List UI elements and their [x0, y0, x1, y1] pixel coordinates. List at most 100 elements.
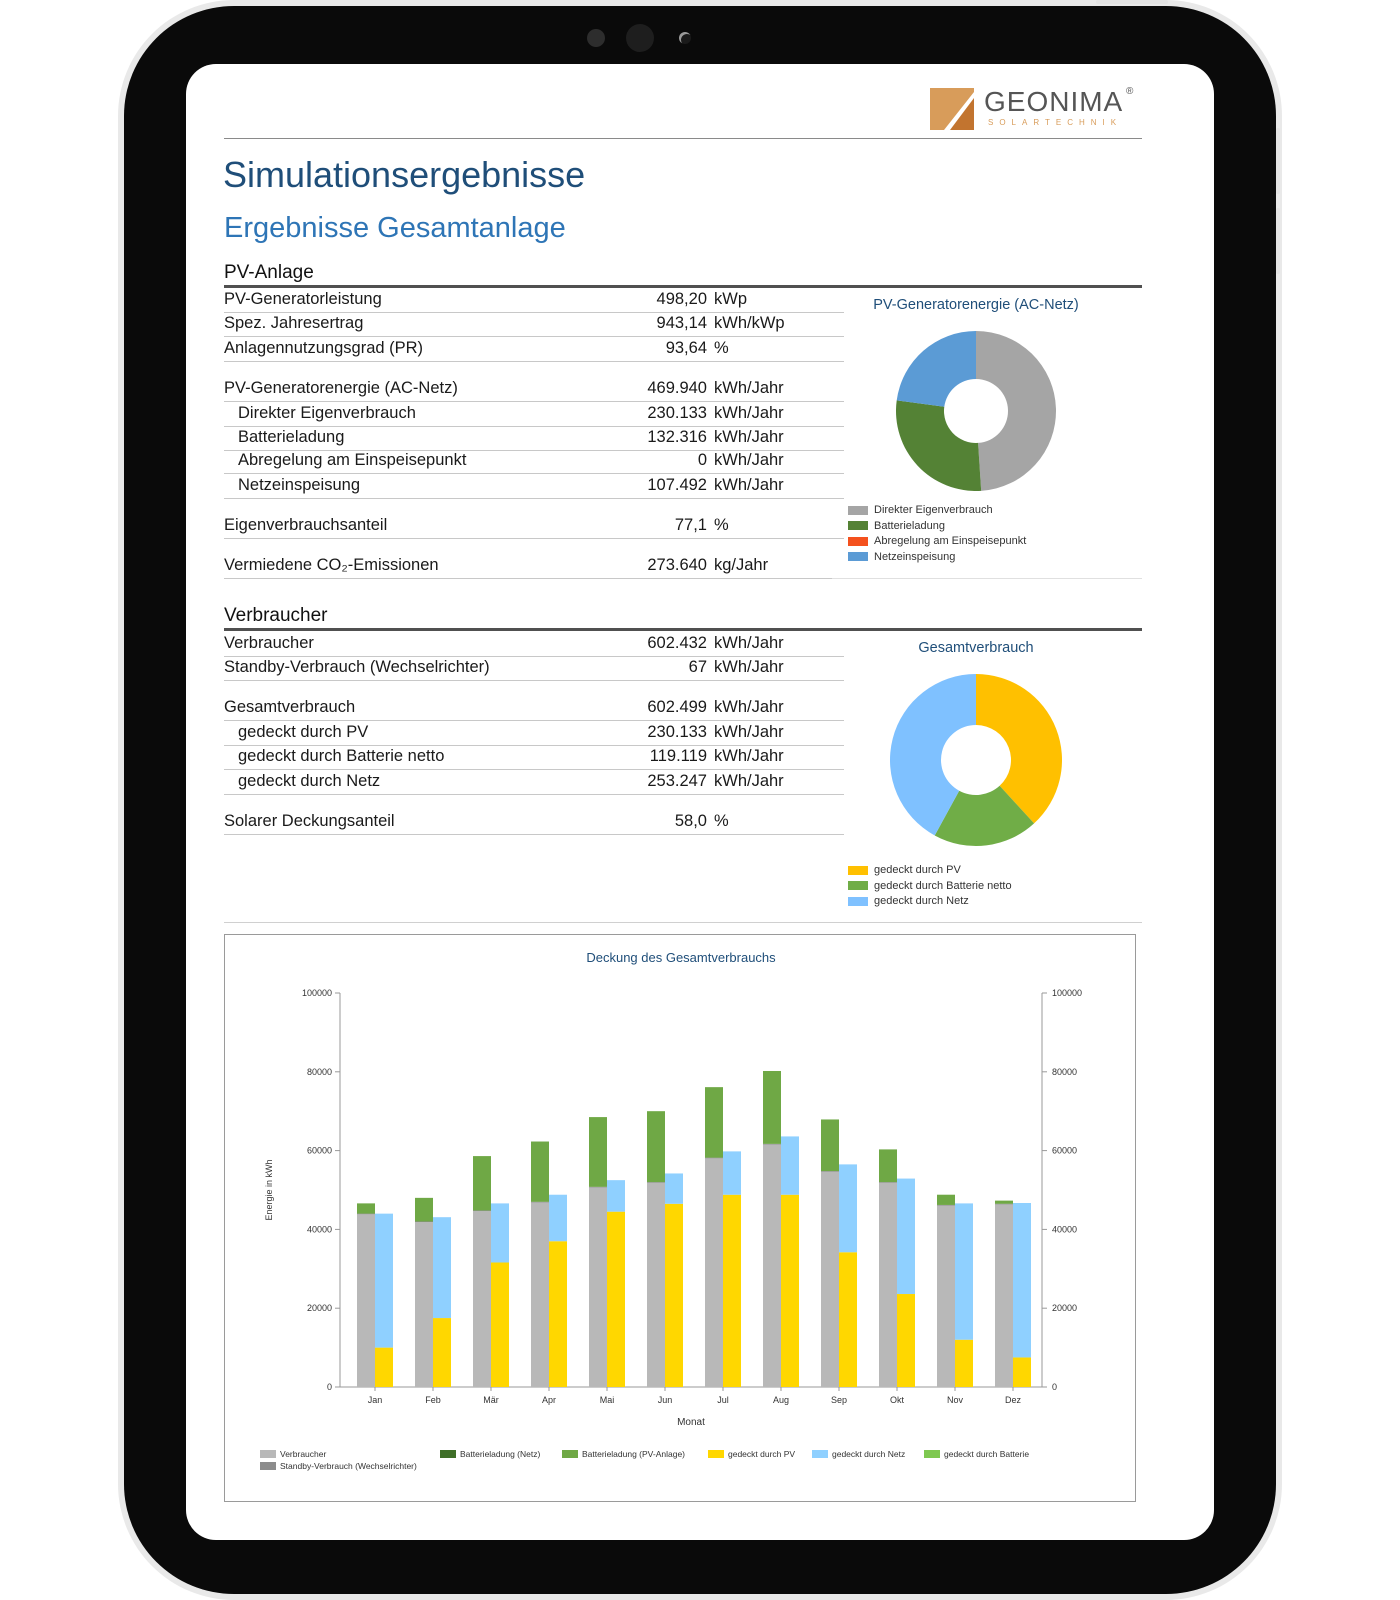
document-page: GEONIMA ® SOLARTECHNIK Simulationsergebn… [186, 64, 1214, 1540]
camera-dot-left [587, 29, 605, 47]
verbraucher-row-value: 67 [688, 658, 707, 676]
pv-row: Netzeinspeisung 107.492 kWh/Jahr [224, 474, 844, 499]
side-button-volume-up [1276, 128, 1280, 194]
verbraucher-row-value: 58,0 [674, 812, 707, 830]
pv-pie-legend-swatch [848, 536, 868, 546]
bar-segment [821, 1171, 839, 1387]
pv-row-unit: kWh/Jahr [714, 404, 784, 422]
bar-legend-label: Batterieladung (Netz) [460, 1449, 540, 1459]
bar-segment [1013, 1357, 1031, 1387]
side-button-volume-down [1276, 208, 1280, 274]
y-axis-label: Energie in kWh [264, 1159, 274, 1220]
x-tick-label: Jun [658, 1395, 673, 1405]
camera-lens [626, 24, 654, 52]
bar-legend-swatch [562, 1450, 578, 1458]
pv-row: PV-Generatorleistung 498,20 kWp [224, 288, 844, 313]
bar-legend-label: Standby-Verbrauch (Wechselrichter) [280, 1461, 417, 1471]
bar-segment [781, 1136, 799, 1195]
pv-row-label: Netzeinspeisung [238, 476, 360, 494]
pv-row-label: PV-Generatorenergie (AC-Netz) [224, 379, 458, 397]
verbraucher-row-label: Solarer Deckungsanteil [224, 812, 395, 830]
pv-pie-legend-label: Netzeinspeisung [874, 550, 956, 563]
verbraucher-row-label: Gesamtverbrauch [224, 698, 356, 716]
pv-row: Direkter Eigenverbrauch 230.133 kWh/Jahr [224, 402, 844, 427]
bar-segment [647, 1182, 665, 1387]
pv-row-divider [224, 538, 844, 539]
verbrauch-pie-legend-swatch [848, 896, 868, 906]
bar-segment [491, 1203, 509, 1263]
bar-segment [937, 1204, 955, 1206]
pv-row-divider [224, 473, 844, 474]
bar-segment [955, 1203, 973, 1340]
verbraucher-row-divider [224, 745, 844, 746]
section-divider [224, 922, 1142, 923]
verbraucher-row: gedeckt durch PV 230.133 kWh/Jahr [224, 721, 844, 746]
bar-segment [839, 1164, 857, 1253]
pv-row-divider [224, 426, 844, 427]
verbraucher-row-value: 230.133 [647, 723, 707, 741]
bar-segment [665, 1203, 683, 1387]
bar-segment [589, 1117, 607, 1187]
bar-segment [879, 1182, 897, 1183]
verbraucher-row-divider [224, 720, 844, 721]
bar-segment [375, 1347, 393, 1387]
bar-segment [433, 1217, 451, 1319]
bar-segment [781, 1194, 799, 1387]
bar-legend-label: gedeckt durch Batterie [944, 1449, 1029, 1459]
verbraucher-row-label: gedeckt durch Batterie netto [238, 747, 445, 765]
pv-row-unit: kWh/Jahr [714, 379, 784, 397]
pv-row-value: 498,20 [656, 290, 707, 308]
verbrauch-pie-legend-label: gedeckt durch Netz [874, 895, 969, 907]
pv-pie-chart [896, 331, 1057, 491]
side-button-top [1096, 0, 1168, 4]
verbraucher-row-divider [224, 794, 844, 795]
bar-segment [549, 1241, 567, 1387]
pv-row-divider [224, 450, 844, 451]
verbraucher-section-heading: Verbraucher [224, 605, 328, 626]
verbrauch-pie-title: Gesamtverbrauch [918, 640, 1034, 656]
verbraucher-row-divider [224, 656, 844, 657]
pv-row-divider [224, 401, 844, 402]
page-title: Simulationsergebnisse [223, 154, 586, 195]
bar-legend-label: Batterieladung (PV-Anlage) [582, 1449, 685, 1459]
bar-segment [723, 1151, 741, 1195]
verbraucher-row-value: 253.247 [647, 772, 707, 790]
bar-segment [473, 1210, 491, 1211]
bar-chart: 0 0 20000 20000 40000 40000 60000 60000 80000 800… [260, 988, 1082, 1471]
pv-row-unit: kg/Jahr [714, 556, 769, 574]
bar-segment [589, 1186, 607, 1188]
y-tick-label-left: 20000 [307, 1303, 332, 1313]
x-tick-label: Dez [1005, 1395, 1022, 1405]
bar-segment [937, 1204, 955, 1387]
bar-legend-swatch [924, 1450, 940, 1458]
pv-row-value: 230.133 [647, 404, 707, 422]
pv-row-value: 273.640 [647, 556, 707, 574]
bar-legend-swatch [708, 1450, 724, 1458]
bar-segment [705, 1087, 723, 1158]
bar-segment [415, 1221, 433, 1223]
pv-pie-legend-item: Batterieladung [848, 520, 945, 532]
pv-section-heading: PV-Anlage [224, 262, 314, 283]
y-tick-label-right: 0 [1052, 1382, 1057, 1392]
pv-pie-legend-item: Netzeinspeisung [848, 551, 955, 563]
bar-segment [995, 1203, 1013, 1387]
verbraucher-row-value: 602.432 [647, 634, 707, 652]
logo-name: GEONIMA [984, 86, 1124, 117]
pv-row-value: 107.492 [647, 476, 707, 494]
bar-segment [937, 1194, 955, 1205]
y-tick-label-left: 60000 [307, 1146, 332, 1156]
bar-segment [665, 1173, 683, 1204]
bar-segment [607, 1180, 625, 1212]
bar-legend-label: Verbraucher [280, 1449, 326, 1459]
logo-mark-icon [930, 88, 974, 130]
x-tick-label: Feb [425, 1395, 441, 1405]
verbrauch-pie-slice [976, 674, 1062, 824]
y-tick-label-right: 20000 [1052, 1303, 1077, 1313]
x-tick-label: Sep [831, 1395, 847, 1405]
logo-tagline: SOLARTECHNIK [988, 118, 1123, 127]
verbraucher-row-unit: kWh/Jahr [714, 634, 784, 652]
pv-row-label: Anlagennutzungsgrad (PR) [224, 339, 424, 357]
bar-segment [897, 1294, 915, 1387]
pv-pie-legend-item: Direkter Eigenverbrauch [848, 504, 993, 516]
pv-row-value: 77,1 [674, 516, 707, 534]
